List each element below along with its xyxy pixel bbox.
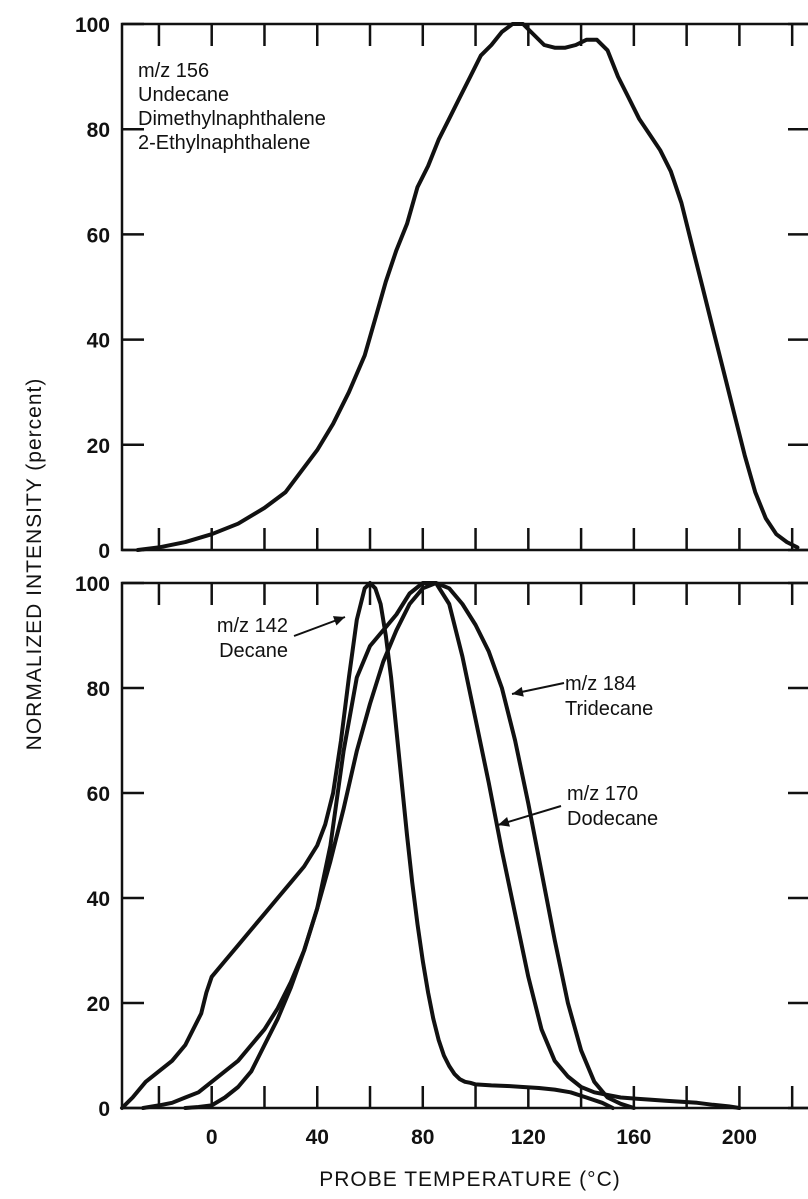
- leader-arrowhead-2: [512, 686, 524, 697]
- y-axis-title: NORMALIZED INTENSITY (percent): [23, 378, 46, 751]
- top-annotation: m/z 156 Undecane Dimethylnaphthalene 2-Ethy…: [138, 60, 326, 154]
- x-tick-label: 80: [411, 1126, 434, 1149]
- y-tick-label: 20: [87, 435, 110, 458]
- series-label-0: m/z 142 Decane: [217, 615, 288, 662]
- series-line-1-2: [183, 581, 636, 1110]
- y-tick-label: 40: [87, 888, 110, 911]
- y-tick-label: 60: [87, 783, 110, 806]
- y-tick-label: 20: [87, 993, 110, 1016]
- y-tick-label: 40: [87, 330, 110, 353]
- series-line-0-0: [135, 22, 800, 552]
- plot-frame: [120, 581, 808, 1110]
- top-panel: 0 20 40 60 80 100 m/z 156 Undecane Dimethylnapht…: [75, 14, 808, 563]
- x-tick-label: 120: [511, 1126, 546, 1149]
- x-tick-label: 40: [306, 1126, 329, 1149]
- plot-frame: [120, 22, 808, 552]
- y-tick-label: 0: [98, 1098, 110, 1121]
- x-axis-title: PROBE TEMPERATURE (°C): [319, 1168, 620, 1191]
- series-label-1: m/z 170 Dodecane: [567, 783, 658, 830]
- y-tick-label: 80: [87, 119, 110, 142]
- x-tick-label: 0: [206, 1126, 218, 1149]
- series-line-1-0: [120, 581, 615, 1110]
- leader-arrowhead-0: [332, 616, 345, 626]
- leader-arrowhead-1: [498, 817, 510, 827]
- series-label-2: m/z 184 Tridecane: [565, 673, 653, 720]
- x-tick-label: 160: [616, 1126, 651, 1149]
- bottom-panel: 0 40 80 120 160 200 0 20 40 60 80 100 m/z 142 Decane m…: [75, 573, 808, 1149]
- x-tick-label: 200: [722, 1126, 757, 1149]
- y-tick-label: 80: [87, 678, 110, 701]
- y-tick-label: 100: [75, 14, 110, 37]
- y-tick-label: 60: [87, 224, 110, 247]
- y-tick-label: 100: [75, 573, 110, 596]
- y-tick-label: 0: [98, 540, 110, 563]
